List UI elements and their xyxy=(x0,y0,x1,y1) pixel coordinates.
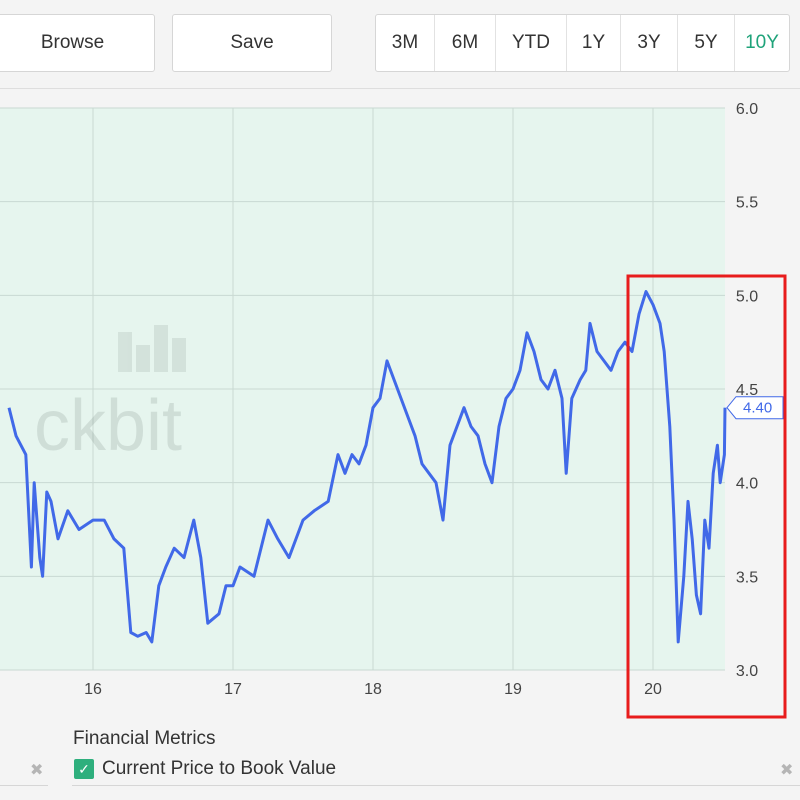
y-tick-label: 5.0 xyxy=(736,288,758,305)
x-tick-label: 18 xyxy=(364,681,382,698)
x-tick-label: 19 xyxy=(504,681,522,698)
range-6m-button[interactable]: 6M xyxy=(435,15,496,71)
last-value-text: 4.40 xyxy=(743,400,772,417)
watermark-logo-bar xyxy=(172,338,186,372)
x-tick-label: 17 xyxy=(224,681,242,698)
y-axis-ticks: 3.0 3.5 4.0 4.5 5.0 5.5 6.0 xyxy=(736,101,758,680)
chart-divider xyxy=(0,88,800,89)
range-1y-button[interactable]: 1Y xyxy=(567,15,621,71)
range-3y-button[interactable]: 3Y xyxy=(621,15,678,71)
financial-metrics-title: Financial Metrics xyxy=(73,728,216,749)
y-tick-label: 3.5 xyxy=(736,569,758,586)
range-ytd-button[interactable]: YTD xyxy=(496,15,567,71)
watermark-logo-bar xyxy=(154,325,168,372)
browse-button[interactable]: Browse xyxy=(0,14,155,72)
series-line xyxy=(7,290,727,644)
x-axis-ticks: 16 17 18 19 20 xyxy=(84,681,662,698)
y-tick-label: 5.5 xyxy=(736,195,758,212)
watermark-text: ckbit xyxy=(34,386,182,466)
highlight-box xyxy=(626,274,787,719)
metric-checkbox[interactable]: ✓ xyxy=(74,759,94,779)
metric-underline xyxy=(72,785,800,786)
metric-underline-left xyxy=(0,785,48,786)
x-tick-label: 16 xyxy=(84,681,102,698)
y-tick-label: 6.0 xyxy=(736,101,758,118)
last-value-label: 4.40 xyxy=(726,396,784,420)
grid-lines xyxy=(0,107,725,671)
metric-item: ✓ Current Price to Book Value xyxy=(74,758,336,780)
save-button[interactable]: Save xyxy=(172,14,332,72)
metric-label: Current Price to Book Value xyxy=(102,758,337,779)
date-range-selector: 3M 6M YTD 1Y 3Y 5Y 10Y xyxy=(375,14,790,72)
range-10y-button[interactable]: 10Y xyxy=(745,32,779,53)
range-3m-button[interactable]: 3M xyxy=(376,15,435,71)
x-tick-label: 20 xyxy=(644,681,662,698)
range-5y-button[interactable]: 5Y xyxy=(678,15,735,71)
remove-left-icon[interactable]: ✖ xyxy=(30,762,44,779)
y-tick-label: 4.5 xyxy=(736,382,758,399)
y-tick-label: 4.0 xyxy=(736,476,758,493)
remove-metric-icon[interactable]: ✖ xyxy=(780,762,794,779)
watermark-logo-bar xyxy=(118,332,132,372)
watermark-logo-bar xyxy=(136,345,150,372)
watermark: ckbit xyxy=(34,325,186,466)
last-value-badge xyxy=(726,396,784,420)
y-tick-label: 3.0 xyxy=(736,663,758,680)
